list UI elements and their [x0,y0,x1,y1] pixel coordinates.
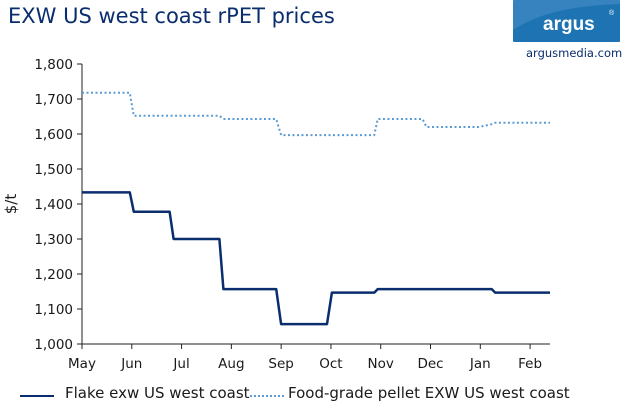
x-tick-label: Feb [518,356,542,372]
chart-series [82,91,550,326]
argus-url[interactable]: argusmedia.com [526,46,623,60]
y-tick-label: 1,600 [34,127,73,143]
logo-text: argus [543,14,595,35]
x-tick-label: Jan [469,356,491,372]
x-tick-label: Nov [368,356,394,372]
argus-logo: argus ® [513,0,620,42]
y-tick-label: 1,500 [34,162,73,178]
y-tick-label: 1,000 [34,337,73,353]
chart-axes [77,63,550,349]
chart-legend: Flake exw US west coast Food-grade pelle… [0,384,626,406]
x-tick-label: Jun [120,356,142,372]
x-tick-label: May [68,356,96,372]
legend-label-pellet: Food-grade pellet EXW US west coast [288,384,570,402]
y-tick-labels: 1,000 1,100 1,200 1,300 1,400 1,500 1,600 1,700… [34,57,73,353]
y-tick-label: 1,700 [34,92,73,108]
y-tick-label: 1,800 [34,57,73,73]
y-tick-label: 1,400 [34,197,73,213]
legend-swatch-pellet [250,395,284,397]
y-tick-label: 1,200 [34,267,73,283]
logo-swoosh-icon [513,0,620,30]
series-line-pellet [82,91,550,137]
x-tick-label: Dec [417,356,443,372]
y-tick-label: 1,300 [34,232,73,248]
y-tick-label: 1,100 [34,302,73,318]
x-tick-label: Oct [319,356,342,372]
legend-swatch-flake [20,395,54,397]
y-axis-label: $/t [2,194,20,215]
x-tick-label: Aug [218,356,244,372]
legend-label-flake: Flake exw US west coast [65,384,250,402]
series-line-flake [82,191,550,326]
x-tick-label: Jul [172,356,189,372]
x-tick-label: Sep [268,356,293,372]
x-tick-labels: May Jun Jul Aug Sep Oct Nov Dec Jan Feb [68,356,542,372]
registered-mark: ® [609,9,615,17]
chart-title: EXW US west coast rPET prices [8,4,335,28]
